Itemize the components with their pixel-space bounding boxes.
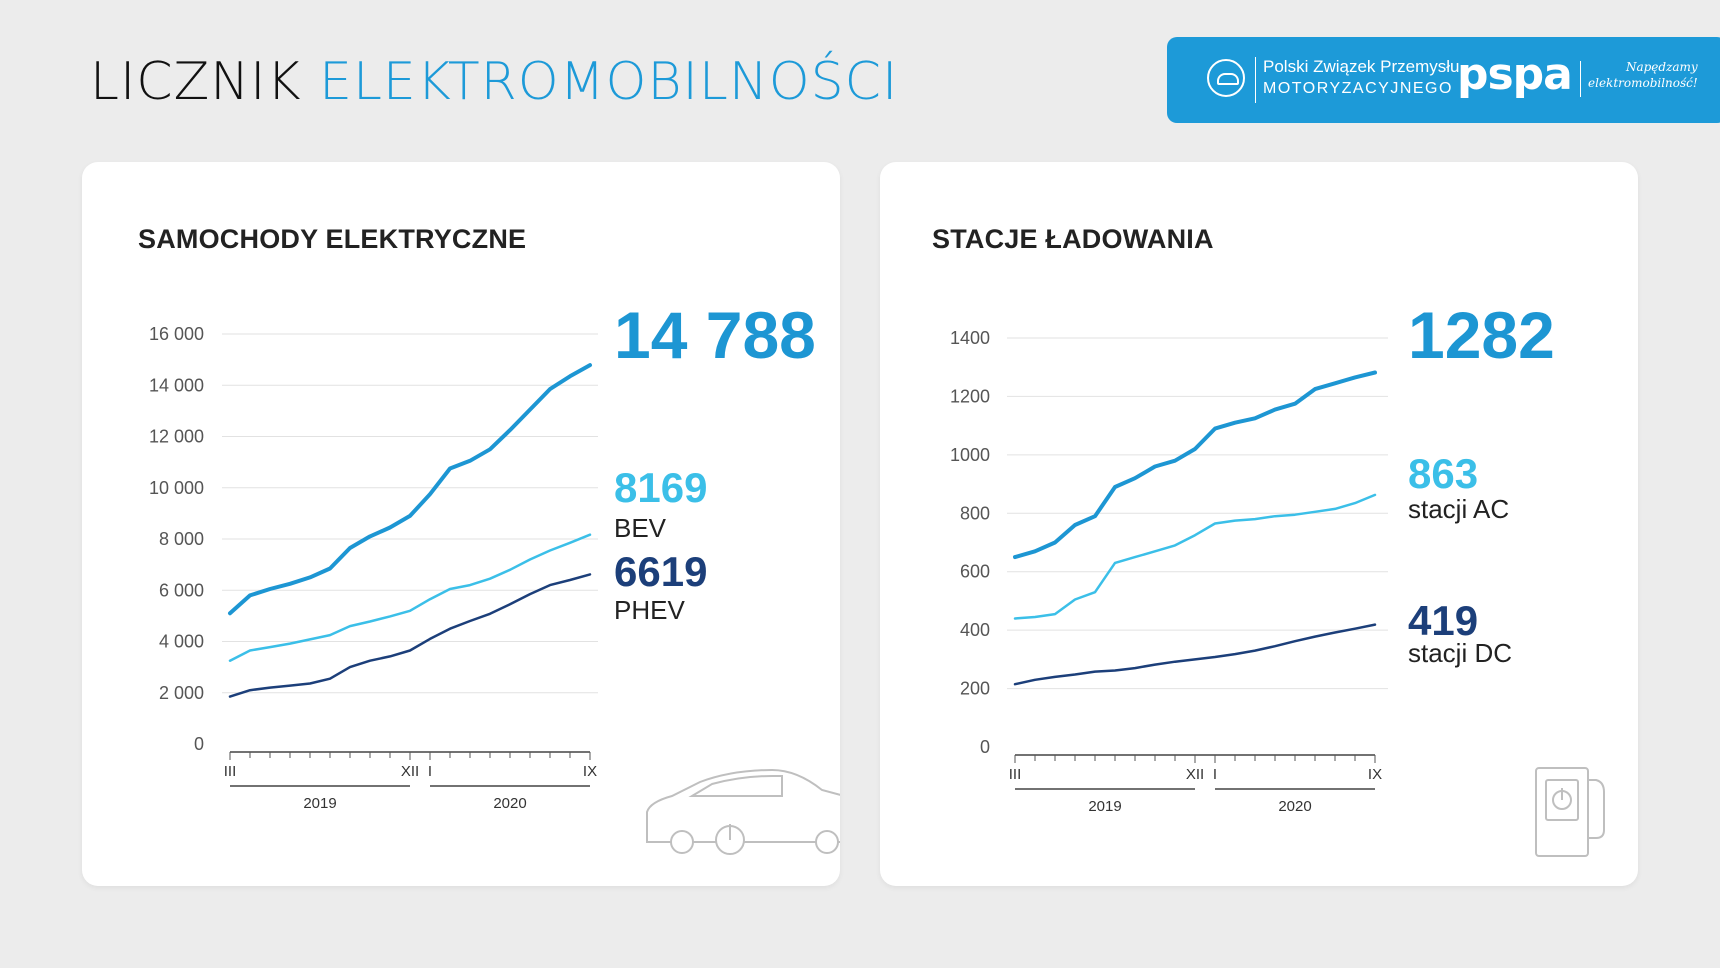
electric-car-icon <box>646 768 840 855</box>
pzpm-line2: MOTORYZACYJNEGO <box>1263 80 1453 97</box>
y-tick-label: 0 <box>194 734 204 754</box>
stations-dc-value: 419 <box>1408 597 1478 644</box>
y-tick-label: 12 000 <box>149 427 204 447</box>
series-line-phev <box>228 573 592 698</box>
y-tick-label: 10 000 <box>149 478 204 498</box>
x-tick-label: I <box>428 763 432 780</box>
y-tick-label: 14 000 <box>149 375 204 395</box>
x-tick-label: XII <box>401 763 419 780</box>
y-tick-label: 8 000 <box>159 529 204 549</box>
stations-ac-label: stacji AC <box>1408 494 1509 524</box>
series-line-total <box>228 363 592 616</box>
x-tick-label: IX <box>1368 766 1382 783</box>
y-tick-label: 1000 <box>950 445 990 465</box>
y-tick-label: 2 000 <box>159 683 204 703</box>
charging-station-icon <box>1535 767 1605 857</box>
pspa-tag-line2: elektromobilność! <box>1588 76 1698 90</box>
pspa-logo: pspa <box>1457 49 1573 100</box>
x-tick-label: IX <box>583 763 597 780</box>
cars-total-value: 14 788 <box>614 298 816 372</box>
title-part2: ELEKTROMOBILNOŚCI <box>319 52 899 112</box>
cars-phev-value: 6619 <box>614 548 707 595</box>
x-tick-label: III <box>1009 766 1022 783</box>
pzpm-name: Polski Związek Przemysłu MOTORYZACYJNEGO <box>1263 56 1460 100</box>
pzpm-logo-icon <box>1207 59 1245 97</box>
y-tick-label: 400 <box>960 620 990 640</box>
y-tick-label: 800 <box>960 503 990 523</box>
year-label: 2020 <box>1278 798 1311 815</box>
x-tick-label: III <box>224 763 237 780</box>
cars-chart: 0 2 000 4 000 6 000 8 000 10 000 12 000 14 000 1… <box>149 298 840 855</box>
series-line-total <box>1013 370 1377 560</box>
pspa-tag-line1: Napędzamy <box>1625 60 1698 74</box>
x-tick-label: I <box>1213 766 1217 783</box>
cars-phev-label: PHEV <box>614 595 685 625</box>
series-line-dc <box>1013 623 1377 686</box>
stations-card: STACJE ŁADOWANIA 0 200 400 600 800 1000 1200 14… <box>880 162 1638 886</box>
partner-banner: Polski Związek Przemysłu MOTORYZACYJNEGO… <box>1167 37 1720 123</box>
year-label: 2019 <box>303 795 336 812</box>
divider <box>1255 57 1256 103</box>
y-tick-label: 200 <box>960 679 990 699</box>
stations-ac-value: 863 <box>1408 450 1478 497</box>
title-part1: LICZNIK <box>90 52 302 112</box>
y-tick-label: 1400 <box>950 328 990 348</box>
series-line-ac <box>1013 493 1377 620</box>
y-tick-label: 1200 <box>950 386 990 406</box>
series-line-bev <box>228 533 592 662</box>
cars-card: SAMOCHODY ELEKTRYCZNE 0 2 000 4 000 6 000 8 … <box>82 162 840 886</box>
page-title: LICZNIK ELEKTROMOBILNOŚCI <box>90 52 898 112</box>
year-label: 2020 <box>493 795 526 812</box>
cars-title: SAMOCHODY ELEKTRYCZNE <box>138 224 527 254</box>
stations-title: STACJE ŁADOWANIA <box>932 224 1214 254</box>
pspa-tagline: Napędzamy elektromobilność! <box>1588 59 1698 91</box>
stations-total-value: 1282 <box>1408 298 1555 372</box>
y-tick-label: 600 <box>960 562 990 582</box>
y-tick-label: 6 000 <box>159 580 204 600</box>
pzpm-line1: Polski Związek Przemysłu <box>1263 57 1460 76</box>
y-tick-label: 16 000 <box>149 324 204 344</box>
stations-chart: 0 200 400 600 800 1000 1200 1400 III XII I IX 2019 2… <box>950 298 1605 857</box>
y-tick-label: 0 <box>980 737 990 757</box>
year-label: 2019 <box>1088 798 1121 815</box>
divider <box>1580 61 1581 97</box>
y-tick-label: 4 000 <box>159 632 204 652</box>
cars-bev-label: BEV <box>614 513 667 543</box>
stations-dc-label: stacji DC <box>1408 638 1512 668</box>
cars-bev-value: 8169 <box>614 464 707 511</box>
x-tick-label: XII <box>1186 766 1204 783</box>
